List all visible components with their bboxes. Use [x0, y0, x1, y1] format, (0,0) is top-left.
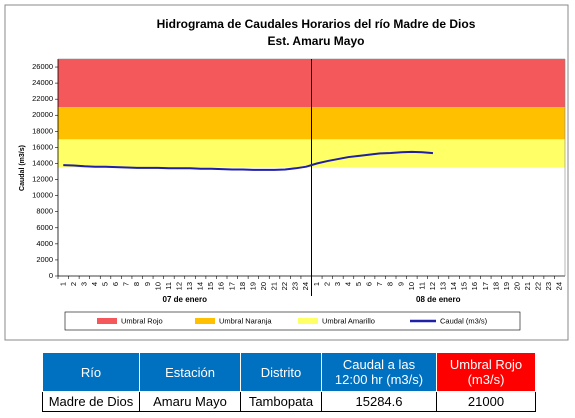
x-tick-label: 3	[333, 282, 342, 286]
x-tick-label: 7	[375, 282, 384, 286]
x-tick-label: 18	[238, 282, 247, 290]
x-tick-label: 23	[291, 282, 300, 290]
x-tick-label: 17	[227, 282, 236, 290]
x-tick-label: 6	[111, 282, 120, 286]
table-cell: Tambopata	[240, 391, 322, 412]
x-tick-label: 13	[185, 282, 194, 290]
y-tick-label: 0	[49, 271, 53, 280]
x-tick-label: 21	[523, 282, 532, 290]
x-tick-label: 5	[101, 282, 110, 286]
legend-swatch	[97, 318, 117, 324]
x-tick-label: 4	[343, 282, 352, 286]
x-tick-label: 11	[417, 282, 426, 290]
y-tick-label: 8000	[36, 207, 53, 216]
x-tick-label: 6	[365, 282, 374, 286]
x-tick-label: 8	[132, 282, 141, 286]
legend	[64, 311, 521, 331]
x-tick-label: 7	[122, 282, 131, 286]
table-header: Caudal a las 12:00 hr (m3/s)	[321, 352, 437, 392]
table-header: Umbral Rojo (m3/s)	[436, 352, 536, 392]
table-cell: Amaru Mayo	[139, 391, 241, 412]
data-table: Río Estación Distrito Caudal a las 12:00…	[42, 352, 536, 412]
x-tick-label: 22	[280, 282, 289, 290]
x-tick-label: 2	[69, 282, 78, 286]
x-tick-label: 12	[428, 282, 437, 290]
x-group-label: 07 de enero	[163, 295, 208, 304]
x-tick-label: 11	[164, 282, 173, 290]
x-tick-label: 15	[460, 282, 469, 290]
x-tick-label: 20	[259, 282, 268, 290]
x-tick-label: 13	[439, 282, 448, 290]
x-tick-label: 19	[248, 282, 257, 290]
x-tick-label: 20	[512, 282, 521, 290]
y-tick-label: 10000	[32, 191, 53, 200]
y-tick-label: 26000	[32, 62, 53, 71]
table-cell: 15284.6	[321, 391, 437, 412]
line-series	[63, 150, 434, 171]
y-tick-label: 18000	[32, 126, 53, 135]
x-tick-label: 10	[407, 282, 416, 290]
y-tick-label: 4000	[36, 239, 53, 248]
y-axis-label: Caudal (m3/s)	[19, 145, 26, 191]
x-tick-label: 18	[491, 282, 500, 290]
x-tick-label: 9	[143, 282, 152, 286]
x-tick-label: 3	[79, 282, 88, 286]
x-tick-label: 24	[301, 282, 310, 290]
x-tick-label: 10	[153, 282, 162, 290]
x-tick-label: 24	[555, 282, 564, 290]
chart: Hidrograma de Caudales Horarios del río …	[4, 4, 569, 341]
y-tick-label: 20000	[32, 110, 53, 119]
x-tick-label: 9	[396, 282, 405, 286]
x-group-label: 08 de enero	[416, 295, 461, 304]
x-tick-label: 16	[217, 282, 226, 290]
x-tick-label: 4	[90, 282, 99, 286]
x-tick-label: 8	[386, 282, 395, 286]
y-tick-label: 14000	[32, 158, 53, 167]
table-header: Distrito	[240, 352, 322, 392]
x-tick-label: 14	[449, 282, 458, 290]
table-cell: Madre de Dios	[42, 391, 140, 412]
chart-subtitle: Est. Amaru Mayo	[268, 34, 365, 48]
y-tick-label: 2000	[36, 255, 53, 264]
legend-label: Caudal (m3/s)	[440, 316, 488, 325]
table-header: Estación	[139, 352, 241, 392]
y-tick-label: 6000	[36, 223, 53, 232]
x-tick-label: 1	[58, 282, 67, 286]
x-tick-label: 14	[196, 282, 205, 290]
x-tick-label: 23	[544, 282, 553, 290]
legend-swatch	[195, 318, 215, 324]
x-tick-label: 16	[470, 282, 479, 290]
y-tick-label: 24000	[32, 78, 53, 87]
x-tick-label: 12	[174, 282, 183, 290]
x-tick-label: 15	[206, 282, 215, 290]
x-tick-label: 2	[322, 282, 331, 286]
y-tick-label: 16000	[32, 142, 53, 151]
x-tick-label: 17	[481, 282, 490, 290]
y-tick-label: 12000	[32, 175, 53, 184]
legend-label: Umbral Rojo	[121, 316, 163, 325]
chart-title: Hidrograma de Caudales Horarios del río …	[157, 17, 476, 31]
legend-label: Umbral Amarillo	[322, 316, 375, 325]
legend-label: Umbral Naranja	[219, 316, 272, 325]
x-tick-label: 22	[534, 282, 543, 290]
x-tick-label: 5	[354, 282, 363, 286]
table-header: Río	[42, 352, 140, 392]
y-tick-label: 22000	[32, 94, 53, 103]
x-tick-label: 21	[270, 282, 279, 290]
x-tick-label: 1	[312, 282, 321, 286]
table-cell: 21000	[436, 391, 536, 412]
x-tick-label: 19	[502, 282, 511, 290]
legend-swatch	[298, 318, 318, 324]
